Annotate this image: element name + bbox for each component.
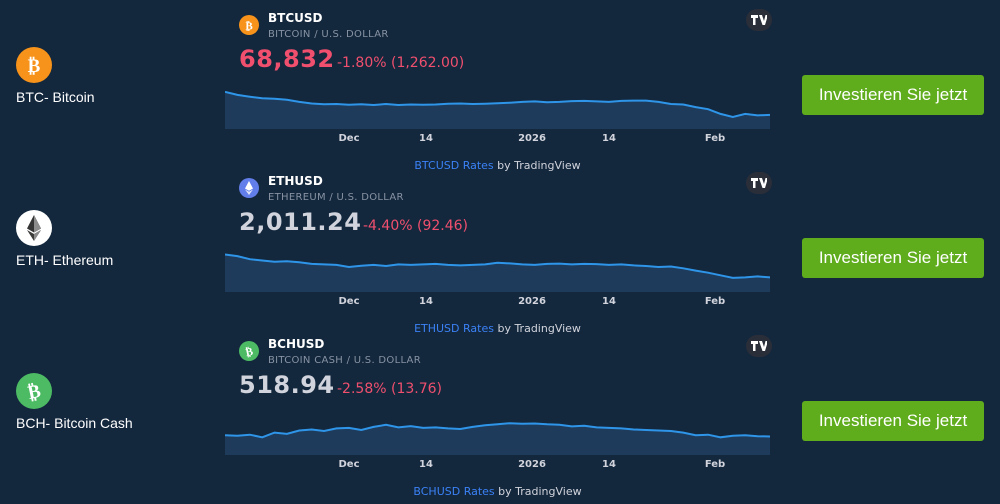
attribution: ETHUSD Rates by TradingView xyxy=(225,322,770,335)
bitcoin-cash-icon: ₿ xyxy=(239,341,259,361)
sparkline-line xyxy=(225,90,770,119)
coin-label: BTC- Bitcoin xyxy=(16,89,95,105)
tick-label: 2026 xyxy=(518,459,546,470)
price-change: -4.40% (92.46) xyxy=(363,218,468,234)
time-axis: Dec 14 2026 14 Feb xyxy=(225,133,770,147)
coin-label: BCH- Bitcoin Cash xyxy=(16,415,133,431)
tick-label: Feb xyxy=(704,296,726,307)
tradingview-logo-icon[interactable] xyxy=(746,172,772,194)
ticker-symbol: BCHUSD xyxy=(268,337,325,351)
attribution: BTCUSD Rates by TradingView xyxy=(225,159,770,172)
attribution: BCHUSD Rates by TradingView xyxy=(225,485,770,498)
price-value: 2,011.24 xyxy=(239,208,362,236)
sparkline-area xyxy=(225,254,770,292)
tick-label: 2026 xyxy=(518,133,546,144)
asset-row-bch: ₿ BCH- Bitcoin Cash ₿ BCHUSD BITCOIN CAS… xyxy=(0,335,1000,498)
tick-label: 14 xyxy=(602,296,616,307)
tick-label: Dec xyxy=(338,459,360,470)
invest-button-bch[interactable]: Investieren Sie jetzt xyxy=(802,401,984,441)
price-widget-btc[interactable]: ₿ BTCUSD BITCOIN / U.S. DOLLAR 68,832 -1… xyxy=(225,9,772,172)
attribution-text: by TradingView xyxy=(493,159,581,172)
ethereum-icon xyxy=(239,178,259,198)
coin-info-btc: ₿ BTC- Bitcoin xyxy=(16,47,95,105)
invest-button-eth[interactable]: Investieren Sie jetzt xyxy=(802,238,984,278)
sparkline-line xyxy=(225,422,770,439)
asset-row-btc: ₿ BTC- Bitcoin ₿ BTCUSD BITCOIN / U.S. D… xyxy=(0,9,1000,172)
bitcoin-icon: ₿ xyxy=(239,15,259,35)
ticker-description: ETHEREUM / U.S. DOLLAR xyxy=(268,192,404,203)
sparkline-area xyxy=(225,423,770,455)
price-value: 68,832 xyxy=(239,45,335,73)
tick-label: Feb xyxy=(704,459,726,470)
ethereum-icon xyxy=(16,210,52,246)
price-change: -2.58% (13.76) xyxy=(337,381,442,397)
time-axis: Dec 14 2026 14 Feb xyxy=(225,296,770,310)
svg-text:₿: ₿ xyxy=(245,20,253,33)
tick-label: 2026 xyxy=(518,296,546,307)
tradingview-logo-icon[interactable] xyxy=(746,9,772,31)
tick-label: 14 xyxy=(419,459,433,470)
bitcoin-cash-icon: ₿ xyxy=(16,373,52,409)
ticker-symbol: BTCUSD xyxy=(268,11,323,25)
ticker-symbol: ETHUSD xyxy=(268,174,323,188)
ticker-description: BITCOIN CASH / U.S. DOLLAR xyxy=(268,355,421,366)
svg-text:₿: ₿ xyxy=(28,55,41,77)
tick-label: 14 xyxy=(419,133,433,144)
tick-label: 14 xyxy=(602,133,616,144)
attribution-text: by TradingView xyxy=(494,485,582,498)
ticker-description: BITCOIN / U.S. DOLLAR xyxy=(268,29,389,40)
sparkline-area xyxy=(225,91,770,129)
tick-label: Feb xyxy=(704,133,726,144)
svg-text:₿: ₿ xyxy=(244,345,255,359)
svg-text:₿: ₿ xyxy=(26,380,43,404)
tick-label: 14 xyxy=(602,459,616,470)
invest-button-btc[interactable]: Investieren Sie jetzt xyxy=(802,75,984,115)
price-value: 518.94 xyxy=(239,371,335,399)
time-axis: Dec 14 2026 14 Feb xyxy=(225,459,770,473)
price-widget-bch[interactable]: ₿ BCHUSD BITCOIN CASH / U.S. DOLLAR 518.… xyxy=(225,335,772,498)
tick-label: Dec xyxy=(338,296,360,307)
asset-row-eth: ETH- Ethereum ETHUSD ETHEREUM / U.S. DOL… xyxy=(0,172,1000,335)
price-change: -1.80% (1,262.00) xyxy=(337,55,465,71)
tick-label: 14 xyxy=(419,296,433,307)
tick-label: Dec xyxy=(338,133,360,144)
bitcoin-icon: ₿ xyxy=(16,47,52,83)
attribution-text: by TradingView xyxy=(493,322,581,335)
price-widget-eth[interactable]: ETHUSD ETHEREUM / U.S. DOLLAR 2,011.24 -… xyxy=(225,172,772,335)
coin-info-eth: ETH- Ethereum xyxy=(16,210,113,268)
rates-link[interactable]: BCHUSD Rates xyxy=(413,485,495,498)
rates-link[interactable]: ETHUSD Rates xyxy=(414,322,494,335)
sparkline-line xyxy=(225,253,770,279)
rates-link[interactable]: BTCUSD Rates xyxy=(414,159,494,172)
sparkline-chart xyxy=(225,90,770,129)
coin-info-bch: ₿ BCH- Bitcoin Cash xyxy=(16,373,133,431)
tradingview-logo-icon[interactable] xyxy=(746,335,772,357)
sparkline-chart xyxy=(225,422,770,455)
coin-label: ETH- Ethereum xyxy=(16,252,114,268)
sparkline-chart xyxy=(225,253,770,292)
